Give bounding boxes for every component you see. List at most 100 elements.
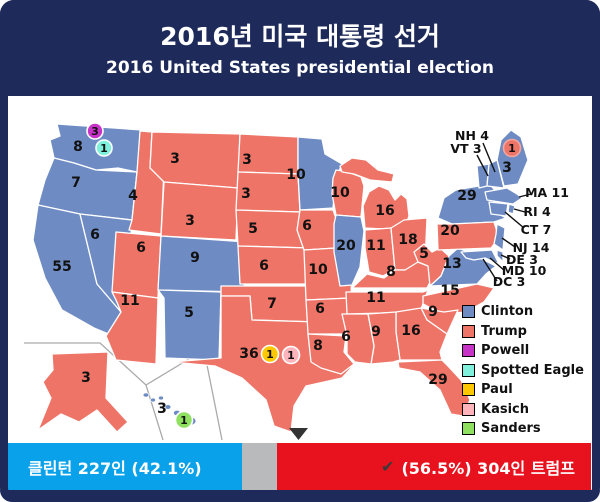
state-mi-ev: 16 xyxy=(375,203,394,219)
state-mo-ev: 10 xyxy=(308,262,328,278)
legend-item-clinton: Clinton xyxy=(462,302,584,322)
legend-label-paul: Paul xyxy=(481,382,513,398)
state-md xyxy=(460,249,500,265)
state-oh-ev: 18 xyxy=(398,232,417,248)
callout-line-vt xyxy=(476,154,489,177)
state-ia-ev: 6 xyxy=(302,218,312,234)
state-nc xyxy=(422,283,495,315)
state-wv-ev: 5 xyxy=(419,246,429,262)
clinton-bar-segment: 클린턴 227인 (42.1%) xyxy=(8,443,242,490)
legend-item-powell: Powell xyxy=(462,341,584,361)
trump-result-label: (56.5%) 304인 트럼프 xyxy=(401,458,575,478)
state-az xyxy=(105,291,159,365)
callout-label-nh: NH 4 xyxy=(455,128,489,143)
legend-label-clinton: Clinton xyxy=(481,304,534,320)
legend-label-powell: Powell xyxy=(481,343,530,359)
state-nc-ev: 15 xyxy=(440,283,459,299)
state-wa-ev: 8 xyxy=(73,139,83,155)
state-in-ev: 11 xyxy=(366,238,385,254)
legend-item-spotted_eagle: Spotted Eagle xyxy=(462,361,584,381)
state-la-ev: 8 xyxy=(313,338,323,354)
legend-swatch-clinton xyxy=(462,305,475,319)
state-ky-ev: 8 xyxy=(386,264,396,280)
clinton-result-label: 클린턴 227인 (42.1%) xyxy=(28,458,202,478)
state-ak-ev: 3 xyxy=(81,370,91,386)
state-mt xyxy=(149,131,241,189)
state-il xyxy=(333,214,365,287)
marker-me02-value: 1 xyxy=(508,142,516,155)
state-mn-ev: 10 xyxy=(286,167,306,183)
callout-line-ri xyxy=(513,208,526,213)
inset-boundary-line xyxy=(24,342,164,441)
callout-line-de xyxy=(500,254,511,260)
state-nd-ev: 3 xyxy=(242,152,252,168)
state-ak xyxy=(37,351,129,433)
state-hi-island xyxy=(149,397,156,403)
state-ma xyxy=(484,187,523,205)
state-wy xyxy=(160,181,239,241)
trump-bar-segment: ✔ (56.5%) 304인 트럼프 xyxy=(277,443,591,490)
callout-label-dc: DC 3 xyxy=(493,274,526,289)
marker-kasich-value: 1 xyxy=(287,349,295,362)
state-sd-ev: 3 xyxy=(241,186,251,202)
marker-kasich xyxy=(281,345,301,365)
legend-label-kasich: Kasich xyxy=(481,401,530,417)
header: 2016년 미국 대통령 선거 2016 United States presi… xyxy=(0,0,600,96)
callout-label-md: MD 10 xyxy=(502,263,547,278)
legend-swatch-trump xyxy=(462,324,475,338)
state-va-ev: 13 xyxy=(442,256,461,272)
state-nj xyxy=(493,223,506,251)
marker-me02 xyxy=(502,138,522,158)
state-co xyxy=(157,235,247,293)
legend: Clinton Trump Powell Spotted Eagle Paul Kasic… xyxy=(462,302,584,439)
legend-swatch-powell xyxy=(462,344,475,358)
state-wy-ev: 3 xyxy=(185,213,195,229)
marker-powell-value: 3 xyxy=(91,125,99,138)
state-ar-ev: 6 xyxy=(315,301,325,317)
marker-paul xyxy=(260,344,280,364)
callout-label-nj: NJ 14 xyxy=(513,240,550,255)
legend-item-trump: Trump xyxy=(462,322,584,342)
callout-line-ct xyxy=(504,211,525,229)
state-ne-ev: 5 xyxy=(248,221,258,237)
state-ga-ev: 16 xyxy=(401,323,420,339)
legend-label-trump: Trump xyxy=(481,323,527,339)
legend-item-paul: Paul xyxy=(462,380,584,400)
callout-label-de: DE 3 xyxy=(506,252,538,267)
callout-label-ma: MA 11 xyxy=(525,185,569,200)
marker-spotted_eagle-value: 1 xyxy=(100,142,108,155)
state-ks xyxy=(237,245,315,285)
callout-line-ma xyxy=(518,193,532,198)
majority-threshold-pointer xyxy=(289,428,308,440)
marker-powell xyxy=(86,122,104,140)
legend-swatch-sanders xyxy=(462,422,475,436)
state-wv xyxy=(413,243,450,287)
results-bar: 클린턴 227인 (42.1%) ✔ (56.5%) 304인 트럼프 xyxy=(8,443,591,490)
state-wi-ev: 10 xyxy=(330,185,350,201)
state-il-ev: 20 xyxy=(336,238,356,254)
state-co-ev: 9 xyxy=(190,250,200,266)
state-hi-ev: 3 xyxy=(157,401,167,417)
legend-item-sanders: Sanders xyxy=(462,419,584,439)
footer-strip xyxy=(0,490,600,502)
state-nm-ev: 5 xyxy=(184,305,194,321)
legend-swatch-spotted_eagle xyxy=(462,363,475,377)
state-hi-island xyxy=(142,392,150,398)
state-sc-ev: 9 xyxy=(428,304,438,320)
state-ok-ev: 7 xyxy=(267,296,277,312)
callout-label-vt: VT 3 xyxy=(450,141,481,156)
state-al-ev: 9 xyxy=(371,324,381,340)
marker-spotted_eagle xyxy=(95,139,113,157)
state-ct xyxy=(488,201,509,217)
marker-sanders-value: 1 xyxy=(180,414,188,427)
callout-line-dc xyxy=(482,258,498,282)
state-ms-ev: 6 xyxy=(341,329,351,345)
state-mi xyxy=(339,157,395,183)
state-me-ev: 3 xyxy=(502,160,512,176)
state-mt-ev: 3 xyxy=(170,151,180,167)
legend-label-sanders: Sanders xyxy=(481,421,541,437)
state-ca-ev: 55 xyxy=(52,259,71,275)
marker-sanders xyxy=(174,410,194,430)
state-ms xyxy=(341,313,375,365)
other-bar-segment xyxy=(242,443,277,490)
